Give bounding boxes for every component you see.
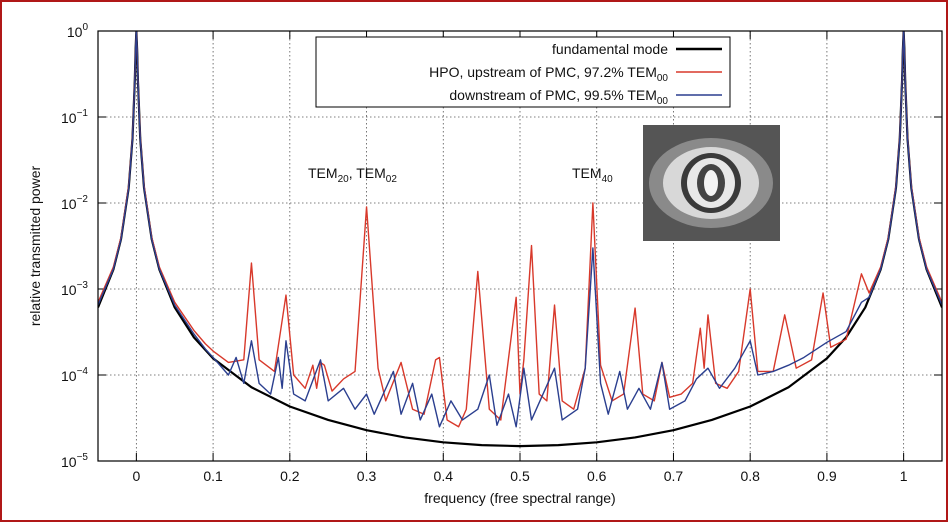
y-tick-exponent: −2	[77, 194, 89, 205]
y-tick-exponent: −1	[77, 108, 89, 119]
annotation-text: TEM	[572, 165, 602, 181]
annotation: TEM40	[572, 165, 613, 185]
y-tick-label: 100	[67, 22, 89, 40]
y-tick-base: 10	[67, 24, 83, 40]
x-tick-label: 0.1	[203, 468, 223, 484]
annotation-subscript: 20	[338, 174, 350, 185]
y-tick-base: 10	[61, 282, 77, 298]
x-tick-label: 0.5	[510, 468, 530, 484]
x-tick-label: 0.3	[357, 468, 377, 484]
plot-series	[98, 31, 942, 448]
y-tick-base: 10	[61, 368, 77, 384]
legend-subscript: 00	[657, 96, 669, 107]
y-tick-base: 10	[61, 110, 77, 126]
x-axis-title: frequency (free spectral range)	[424, 490, 615, 506]
legend-label: HPO, upstream of PMC, 97.2% TEM00	[429, 64, 668, 84]
y-tick-exponent: −3	[77, 280, 89, 291]
y-tick-exponent: 0	[82, 22, 88, 33]
x-tick-label: 1	[900, 468, 908, 484]
y-tick-label: 10−5	[61, 452, 88, 470]
legend-label: downstream of PMC, 99.5% TEM00	[449, 87, 668, 107]
y-tick-exponent: −5	[77, 452, 89, 463]
legend-box	[315, 36, 731, 108]
legend-label: fundamental mode	[552, 41, 668, 57]
x-tick-label: 0.7	[664, 468, 684, 484]
x-tick-label: 0.9	[817, 468, 837, 484]
x-tick-label: 0.8	[740, 468, 760, 484]
y-tick-base: 10	[61, 196, 77, 212]
plot-frame	[97, 30, 943, 462]
y-tick-label: 10−1	[61, 108, 88, 126]
x-tick-label: 0	[132, 468, 140, 484]
x-tick-label: 0.6	[587, 468, 607, 484]
series-line	[98, 31, 942, 428]
y-tick-label: 10−2	[61, 194, 88, 212]
annotation-text: , TEM	[349, 165, 386, 181]
x-tick-label: 0.2	[280, 468, 300, 484]
y-tick-label: 10−4	[61, 366, 88, 384]
annotation-subscript: 40	[602, 174, 614, 185]
annotation-subscript: 02	[386, 174, 398, 185]
x-tick-label: 0.4	[434, 468, 454, 484]
legend-name: downstream of PMC, 99.5% TEM	[449, 87, 656, 103]
legend-subscript: 00	[657, 73, 669, 84]
series-line	[98, 31, 942, 428]
y-tick-exponent: −4	[77, 366, 89, 377]
legend-name: fundamental mode	[552, 41, 668, 57]
y-tick-base: 10	[61, 454, 77, 470]
y-axis-title: relative transmitted power	[27, 166, 43, 327]
y-tick-label: 10−3	[61, 280, 88, 298]
annotation: TEM20, TEM02	[308, 165, 397, 185]
legend-name: HPO, upstream of PMC, 97.2% TEM	[429, 64, 657, 80]
annotation-text: TEM	[308, 165, 338, 181]
beam-profile-image	[643, 125, 780, 241]
